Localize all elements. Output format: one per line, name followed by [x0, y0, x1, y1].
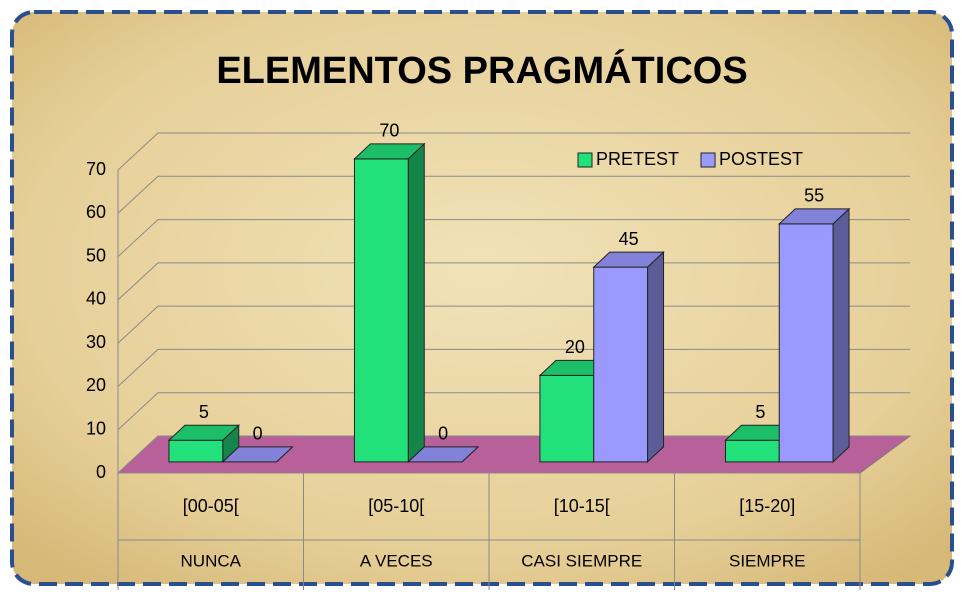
data-label: 55: [804, 186, 824, 206]
x-group-label: A VECES: [360, 551, 433, 570]
y-tick-label: 10: [86, 418, 106, 438]
bar-top: [167, 424, 241, 441]
data-label: 20: [565, 337, 585, 357]
bar: [724, 439, 780, 463]
bar-top: [353, 143, 426, 160]
bar-top: [406, 446, 480, 463]
y-tick-label: 0: [96, 462, 106, 482]
y-tick-label: 30: [86, 332, 106, 352]
bar: [778, 223, 834, 463]
y-tick-label: 70: [86, 159, 106, 179]
data-label: 0: [438, 424, 448, 444]
data-label: 0: [253, 424, 263, 444]
legend-swatch: [577, 152, 593, 168]
y-tick-label: 60: [86, 202, 106, 222]
grid-line: [117, 219, 910, 257]
x-tick-label: [10-15[: [554, 496, 610, 516]
bar: [593, 266, 649, 463]
x-tick-label: [15-20]: [739, 496, 795, 516]
data-label: 5: [199, 402, 209, 422]
bar-side: [407, 142, 425, 464]
x-group-label: CASI SIEMPRE: [521, 551, 642, 570]
bar-side: [832, 207, 850, 464]
y-tick-label: 40: [86, 289, 106, 309]
legend-label: POSTEST: [719, 149, 803, 169]
data-label: 45: [619, 229, 639, 249]
bar-top: [777, 208, 851, 225]
x-group-label: NUNCA: [181, 551, 242, 570]
data-label: 5: [755, 402, 765, 422]
bar-top: [221, 446, 294, 463]
chart-title: ELEMENTOS PRAGMÁTICOS: [216, 48, 747, 92]
bar: [539, 374, 595, 463]
bar-top: [592, 251, 665, 268]
data-label: 70: [379, 121, 399, 141]
bar-side: [647, 250, 665, 464]
bar: [168, 439, 224, 463]
legend-label: PRETEST: [596, 149, 679, 169]
x-tick-label: [00-05[: [183, 496, 239, 516]
y-tick-label: 50: [86, 245, 106, 265]
x-group-label: SIEMPRE: [729, 551, 806, 570]
bar: [353, 158, 409, 463]
y-tick-label: 20: [86, 375, 106, 395]
x-tick-label: [05-10[: [368, 496, 424, 516]
grid-line: [117, 175, 910, 214]
grid-line: [117, 132, 910, 171]
legend-swatch: [700, 152, 716, 168]
